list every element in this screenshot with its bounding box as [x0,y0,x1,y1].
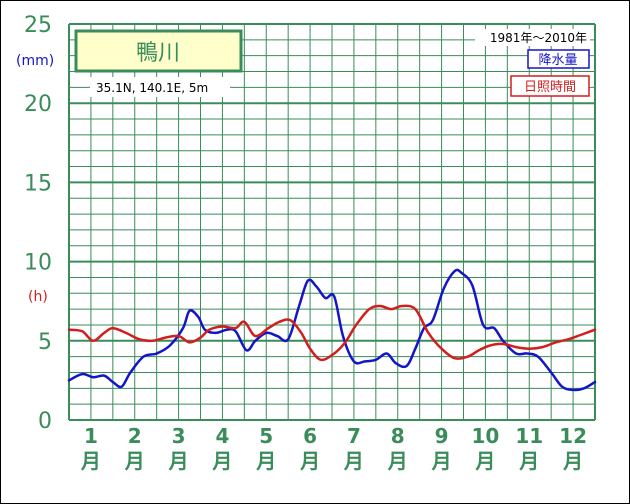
legend-label-precipitation: 降水量 [538,53,577,68]
period-box [475,29,590,46]
x-tick-label: 11月 [515,424,543,473]
x-tick-label: 9月 [431,424,452,473]
unit-label-mm: (mm) [16,53,54,69]
x-tick-unit: 月 [80,449,101,473]
x-tick-label: 1月 [80,424,101,473]
x-tick-number: 4 [215,424,229,448]
x-tick-number: 5 [259,424,273,448]
x-tick-unit: 月 [211,449,232,473]
x-tick-number: 6 [303,424,317,448]
x-tick-unit: 月 [431,449,452,473]
x-tick-unit: 月 [562,449,583,473]
unit-label-h: (h) [28,289,48,305]
y-tick-label: 5 [38,330,52,355]
x-tick-number: 11 [515,424,543,448]
chart-title: 鴨川 [136,41,180,66]
y-axis-ticks: 0 5 10 15 20 25 [24,13,52,434]
x-tick-number: 12 [559,424,587,448]
x-tick-number: 1 [84,424,98,448]
y-tick-label: 10 [24,251,52,276]
location-box [90,77,230,97]
y-tick-label: 0 [38,409,52,434]
title-box [74,29,243,73]
series-line-sunshine [67,304,597,362]
x-tick-number: 7 [347,424,361,448]
x-tick-label: 10月 [471,424,499,473]
legend-box-precipitation [527,49,590,69]
x-tick-unit: 月 [124,449,145,473]
series-lines [67,268,597,392]
x-tick-number: 8 [391,424,405,448]
x-tick-unit: 月 [255,449,276,473]
x-tick-unit: 月 [299,449,320,473]
x-tick-label: 7月 [343,424,364,473]
y-tick-label: 15 [24,171,52,196]
x-tick-number: 3 [172,424,186,448]
x-tick-label: 6月 [299,424,320,473]
legend-label-sunshine: 日照時間 [524,80,576,95]
period-text: 1981年〜2010年 [490,31,587,45]
x-tick-label: 12月 [559,424,587,473]
x-tick-unit: 月 [474,449,495,473]
x-tick-label: 8月 [387,424,408,473]
x-tick-unit: 月 [518,449,539,473]
grid [68,23,596,421]
x-tick-unit: 月 [343,449,364,473]
x-tick-unit: 月 [387,449,408,473]
x-tick-label: 2月 [124,424,145,473]
x-tick-label: 5月 [255,424,276,473]
x-tick-unit: 月 [168,449,189,473]
x-tick-number: 2 [128,424,142,448]
y-tick-label: 20 [24,92,52,117]
y-tick-label: 25 [24,13,52,38]
location-text: 35.1N, 140.1E, 5m [96,81,208,95]
x-tick-number: 9 [435,424,449,448]
series-line-precipitation [67,268,597,392]
x-tick-number: 10 [471,424,499,448]
x-tick-label: 4月 [211,424,232,473]
legend-box-sunshine [510,75,590,97]
x-tick-label: 3月 [168,424,189,473]
